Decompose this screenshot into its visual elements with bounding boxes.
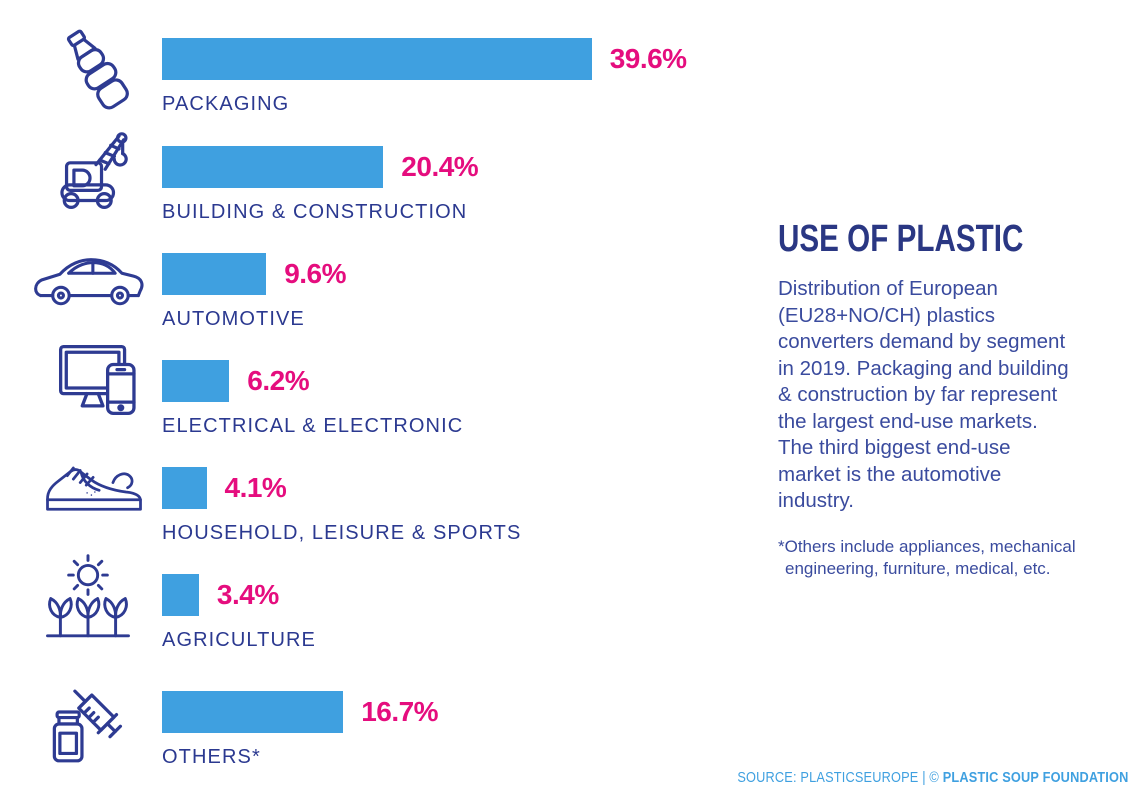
bar-automotive bbox=[162, 253, 267, 295]
value-label-household-leisure-sports: 4.1% bbox=[224, 472, 287, 503]
syringe-vial-icon bbox=[44, 678, 142, 775]
sneaker-icon bbox=[42, 455, 146, 522]
construction-crane-icon bbox=[48, 126, 144, 223]
plastic-bottle-icon bbox=[52, 22, 144, 127]
bar-household-leisure-sports bbox=[162, 467, 207, 509]
bar-row-others: 16.7% OTHERS* bbox=[0, 689, 770, 769]
category-label-building-construction: BUILDING & CONSTRUCTION bbox=[162, 201, 468, 223]
footnote-text: *Others include appliances, mechanical en… bbox=[778, 536, 1076, 579]
value-label-packaging: 39.6% bbox=[609, 43, 687, 74]
category-label-packaging: PACKAGING bbox=[162, 93, 290, 115]
category-label-household-leisure-sports: HOUSEHOLD, LEISURE & SPORTS bbox=[162, 522, 522, 544]
bar-row-automotive: 9.6% AUTOMOTIVE bbox=[0, 253, 770, 331]
category-label-automotive: AUTOMOTIVE bbox=[162, 308, 305, 330]
description-text: Distribution of European (EU28+NO/CH) pla… bbox=[778, 277, 1069, 512]
category-label-agriculture: AGRICULTURE bbox=[162, 629, 316, 651]
bar-row-packaging: 39.6% PACKAGING bbox=[0, 29, 770, 116]
bar-packaging bbox=[162, 38, 592, 80]
category-label-electrical-electronic: ELECTRICAL & ELECTRONIC bbox=[162, 415, 464, 437]
value-label-building-construction: 20.4% bbox=[401, 151, 479, 182]
bar-building-construction bbox=[162, 146, 384, 188]
bar-electrical-electronic bbox=[162, 360, 230, 402]
category-label-others: OTHERS* bbox=[162, 746, 261, 768]
bar-row-agriculture: 3.4% AGRICULTURE bbox=[0, 554, 770, 652]
source-text: SOURCE: PLASTICSEUROPE | © bbox=[736, 770, 943, 786]
bar-row-building-construction: 20.4% BUILDING & CONSTRUCTION bbox=[0, 132, 770, 224]
source-organization: PLASTIC SOUP FOUNDATION bbox=[942, 770, 1128, 786]
sun-plants-icon bbox=[40, 553, 136, 650]
value-label-others: 16.7% bbox=[361, 696, 439, 727]
source-credit: SOURCE: PLASTICSEUROPE | © PLASTIC SOUP … bbox=[737, 770, 1128, 786]
bar-row-electrical-electronic: 6.2% ELECTRICAL & ELECTRONIC bbox=[0, 344, 770, 438]
info-panel: USE OF PLASTIC Distribution of European(… bbox=[778, 218, 1096, 581]
value-label-automotive: 9.6% bbox=[284, 258, 347, 289]
page-title: USE OF PLASTIC bbox=[778, 218, 1024, 260]
monitor-smartphone-icon bbox=[55, 335, 149, 430]
car-icon bbox=[30, 251, 148, 316]
bar-agriculture bbox=[162, 574, 199, 616]
value-label-electrical-electronic: 6.2% bbox=[247, 365, 310, 396]
bar-others bbox=[162, 691, 344, 733]
bar-row-household-leisure-sports: 4.1% HOUSEHOLD, LEISURE & SPORTS bbox=[0, 466, 770, 545]
value-label-agriculture: 3.4% bbox=[216, 579, 279, 610]
